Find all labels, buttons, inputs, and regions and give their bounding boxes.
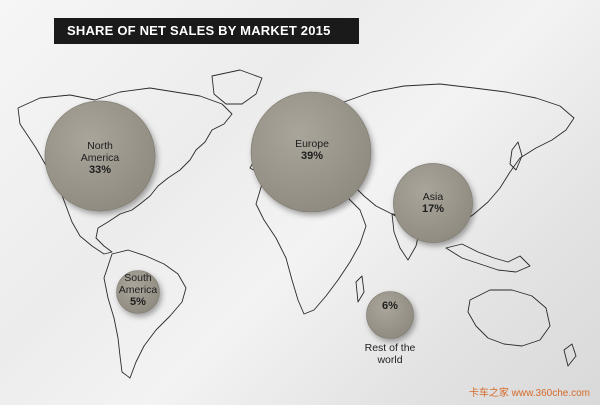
bubble-rest-of-world xyxy=(366,291,414,339)
bubble-name-north-america-line1: North xyxy=(87,140,113,152)
bubble-name-europe: Europe xyxy=(295,138,329,150)
se-asia-outline xyxy=(445,243,531,273)
japan-outline xyxy=(509,141,523,171)
bubble-value-europe: 39% xyxy=(300,150,324,162)
bubble-europe xyxy=(250,91,372,213)
new-zealand-outline xyxy=(563,343,577,367)
bubble-value-rest-of-world: 6% xyxy=(382,300,398,312)
bubble-north-america xyxy=(44,100,156,212)
bubble-label-north-america: North America 33% xyxy=(72,140,128,176)
chart-title: SHARE OF NET SALES BY MARKET 2015 xyxy=(54,18,359,44)
bubble-name-asia: Asia xyxy=(422,191,444,203)
bubble-name-rest-line2: world xyxy=(377,354,403,366)
bubble-label-rest-of-world: Rest of the world xyxy=(350,342,430,366)
south-america-outline xyxy=(103,249,187,379)
bubble-label-europe: Europe 39% xyxy=(282,138,342,162)
bubble-value-north-america: 33% xyxy=(88,164,112,176)
bubble-value-south-america: 5% xyxy=(130,296,146,308)
bubble-name-north-america-line2: America xyxy=(80,152,120,164)
watermark: 卡车之家 www.360che.com xyxy=(468,388,590,399)
australia-outline xyxy=(467,289,551,347)
bubble-label-south-america: South America 5% xyxy=(112,272,164,308)
bubble-asia xyxy=(393,163,473,243)
bubble-name-rest-line1: Rest of the xyxy=(364,342,416,354)
greenland-outline xyxy=(211,69,263,105)
bubble-value-label-rest: 6% xyxy=(375,300,405,312)
bubble-label-asia: Asia 17% xyxy=(413,191,453,215)
madagascar-outline xyxy=(355,275,365,303)
bubble-name-south-america-line1: South xyxy=(124,272,152,284)
bubble-name-south-america-line2: America xyxy=(118,284,158,296)
bubble-value-asia: 17% xyxy=(421,203,445,215)
bubble-south-america xyxy=(116,270,160,314)
